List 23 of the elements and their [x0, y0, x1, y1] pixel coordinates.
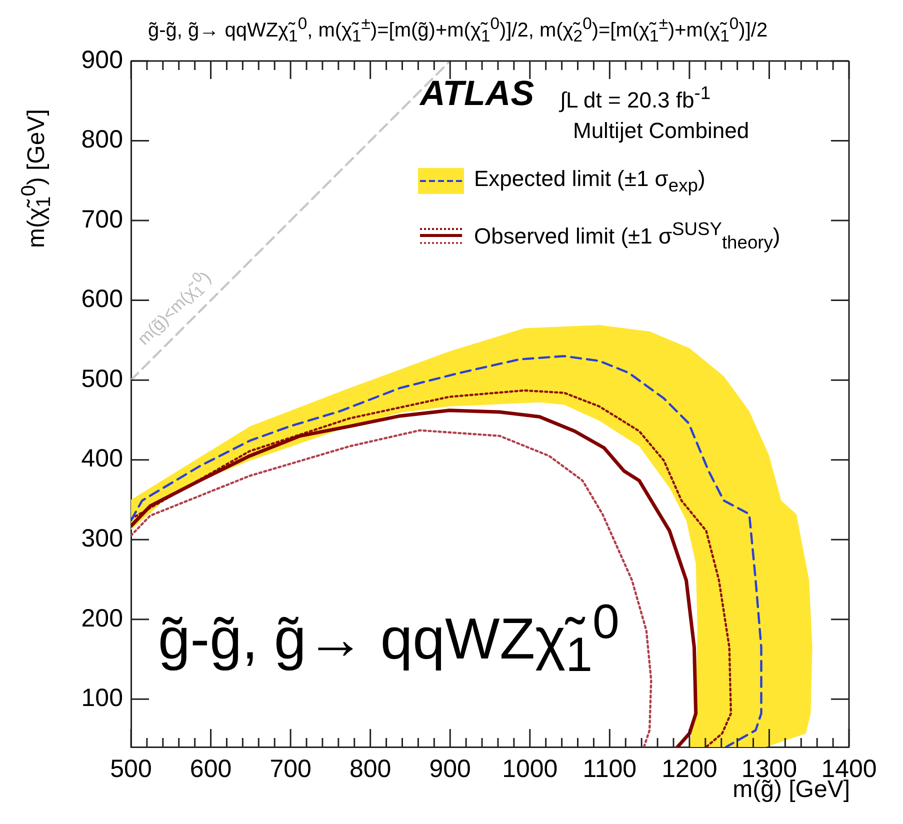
x-tick-label: 1100 [582, 754, 637, 783]
annotation: ATLAS [420, 74, 534, 113]
x-tick-label: 1000 [502, 754, 558, 783]
x-tick-label: 700 [270, 754, 312, 783]
x-tick-label: 500 [110, 754, 152, 783]
x-tick-label: 600 [190, 754, 232, 783]
x-tick-label: 1200 [662, 754, 718, 783]
legend-label: Observed limit (±1 σ$^{SUSY}$$_{theory}$) [474, 218, 780, 254]
x-tick-label: 900 [429, 754, 471, 783]
y-tick-label: 200 [81, 604, 123, 632]
annotation: Multijet Combined [573, 118, 750, 143]
y-tick-label: 800 [81, 126, 123, 154]
annotation: ∫L dt = 20.3 fb$^{-1}$ [560, 82, 711, 112]
y-tick-label: 100 [81, 684, 123, 712]
x-tick-label: 800 [349, 754, 392, 783]
chart-title: g̃-g̃, g̃→ qqWZχ̃$_{1}$$^{0}$, m(χ̃$_{1}$$^{±}$)=[m(g̃)+m(χ̃$_{1}$$^{0}$)]/2, m(χ̃$_{2}$$^{0}$)=[m(χ̃$_{1}$$^{±}$)+m(χ̃$_{1}$$^{0}$)]/2 [148, 14, 768, 46]
y-tick-label: 600 [81, 285, 123, 314]
y-tick-label: 500 [81, 364, 123, 393]
y-tick-label: 700 [81, 205, 123, 234]
y-tick-label: 300 [81, 524, 123, 552]
y-tick-label: 400 [81, 444, 123, 473]
legend-label: Expected limit (±1 σ$_{exp}$) [474, 166, 706, 196]
y-tick-label: 900 [81, 46, 123, 74]
